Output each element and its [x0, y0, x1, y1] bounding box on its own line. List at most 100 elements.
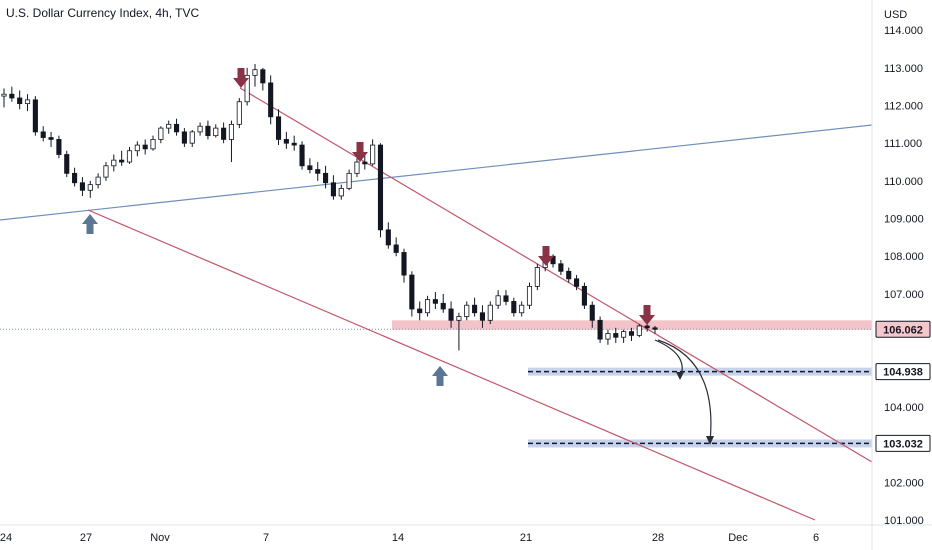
candle — [448, 301, 454, 328]
y-tick-label: 107.000 — [884, 289, 924, 301]
candle-body-up — [244, 74, 250, 103]
candle — [636, 324, 642, 338]
down-arrow-head — [233, 78, 249, 88]
candle-body-up — [228, 123, 235, 140]
candle-body-down — [181, 131, 187, 144]
y-tick-label: 109.000 — [884, 214, 924, 226]
candle-body-down — [17, 97, 23, 105]
candle-body-down — [385, 229, 391, 246]
candle-body-down — [432, 299, 438, 304]
candle — [487, 301, 493, 325]
candle-body-down — [221, 127, 227, 140]
up-arrow-head — [432, 366, 448, 376]
down-arrow-marker — [233, 68, 249, 88]
candle-body-down — [652, 327, 658, 330]
channel-upper-line[interactable] — [239, 87, 873, 463]
candle — [589, 301, 595, 328]
candle — [417, 301, 423, 321]
candle-body-down — [56, 139, 62, 155]
candle-body-up — [605, 333, 611, 340]
candle-body-down — [40, 131, 46, 138]
candle — [275, 109, 282, 146]
y-tick-label: 108.000 — [884, 251, 924, 263]
candle-body-down — [479, 312, 486, 321]
candle — [424, 295, 431, 317]
current-price-tag-box — [875, 320, 931, 338]
candle-body-down — [283, 139, 289, 144]
currency-label: USD — [884, 9, 907, 21]
candle — [283, 131, 289, 149]
candle-body-down — [511, 301, 517, 314]
candle-body-down — [72, 172, 78, 184]
down-arrow-head — [352, 152, 368, 162]
y-tick-label: 104.000 — [884, 402, 924, 414]
candle — [79, 177, 85, 196]
candle-body-down — [597, 319, 603, 340]
candle-body-down — [558, 263, 564, 272]
candle — [377, 143, 384, 238]
y-tick-label: 111.000 — [884, 138, 922, 150]
channel-lower-line[interactable] — [87, 209, 816, 521]
current-price-tag-text: 106.062 — [883, 324, 923, 336]
candle — [472, 297, 478, 317]
down-arrow-shaft — [643, 305, 651, 316]
candle-body-up — [213, 127, 219, 137]
candle-body-down — [142, 144, 148, 150]
candle — [307, 158, 313, 174]
candle-body-up — [424, 299, 431, 314]
candle — [119, 150, 125, 166]
candle-body-down — [401, 252, 407, 276]
candle — [32, 96, 38, 136]
candle — [64, 150, 70, 178]
candle — [409, 271, 415, 317]
candle-body-up — [1, 93, 7, 97]
target-price-tag-2: 103.032 — [875, 434, 931, 452]
down-arrow-marker — [538, 246, 554, 266]
up-arrow-head — [82, 214, 98, 224]
down-arrow-head — [639, 315, 655, 325]
candle — [338, 184, 344, 200]
y-tick-label: 113.000 — [884, 63, 923, 75]
x-tick-label: 28 — [652, 532, 664, 544]
candle — [158, 126, 164, 144]
candle-body-up — [519, 304, 525, 314]
candle-body-up — [534, 267, 540, 287]
candle — [613, 327, 619, 343]
y-tick-label: 112.000 — [884, 101, 923, 113]
candle — [503, 290, 509, 306]
candle — [134, 141, 140, 157]
candle — [511, 297, 517, 317]
candle — [213, 124, 219, 138]
candle-body-down — [330, 182, 336, 197]
candle-body-down — [644, 325, 650, 329]
candle — [24, 94, 31, 112]
candle — [362, 154, 368, 170]
ascending-trendline[interactable] — [0, 124, 873, 221]
candle — [315, 162, 321, 181]
candle — [566, 267, 572, 283]
candle-body-up — [338, 188, 344, 197]
current-price-tag: 106.062 — [875, 320, 931, 338]
candle — [142, 139, 148, 155]
candle — [9, 86, 15, 102]
candle — [385, 222, 391, 249]
x-tick-label: 24 — [0, 532, 12, 544]
x-tick-label: Dec — [728, 532, 748, 544]
candle-body-down — [393, 244, 399, 253]
candle-body-down — [275, 116, 282, 140]
candle — [103, 162, 109, 181]
candle-body-down — [173, 123, 180, 133]
candle-body-down — [409, 274, 415, 310]
candle-body-down — [79, 182, 85, 191]
candle — [40, 126, 46, 142]
candle — [299, 141, 305, 170]
projection-curve-2 — [657, 339, 712, 443]
candle — [1, 88, 7, 108]
candle-body-up — [370, 144, 376, 165]
x-tick-label: 27 — [80, 532, 92, 544]
candle-body-down — [613, 333, 619, 338]
candle — [228, 120, 235, 163]
candle-body-up — [354, 161, 360, 174]
